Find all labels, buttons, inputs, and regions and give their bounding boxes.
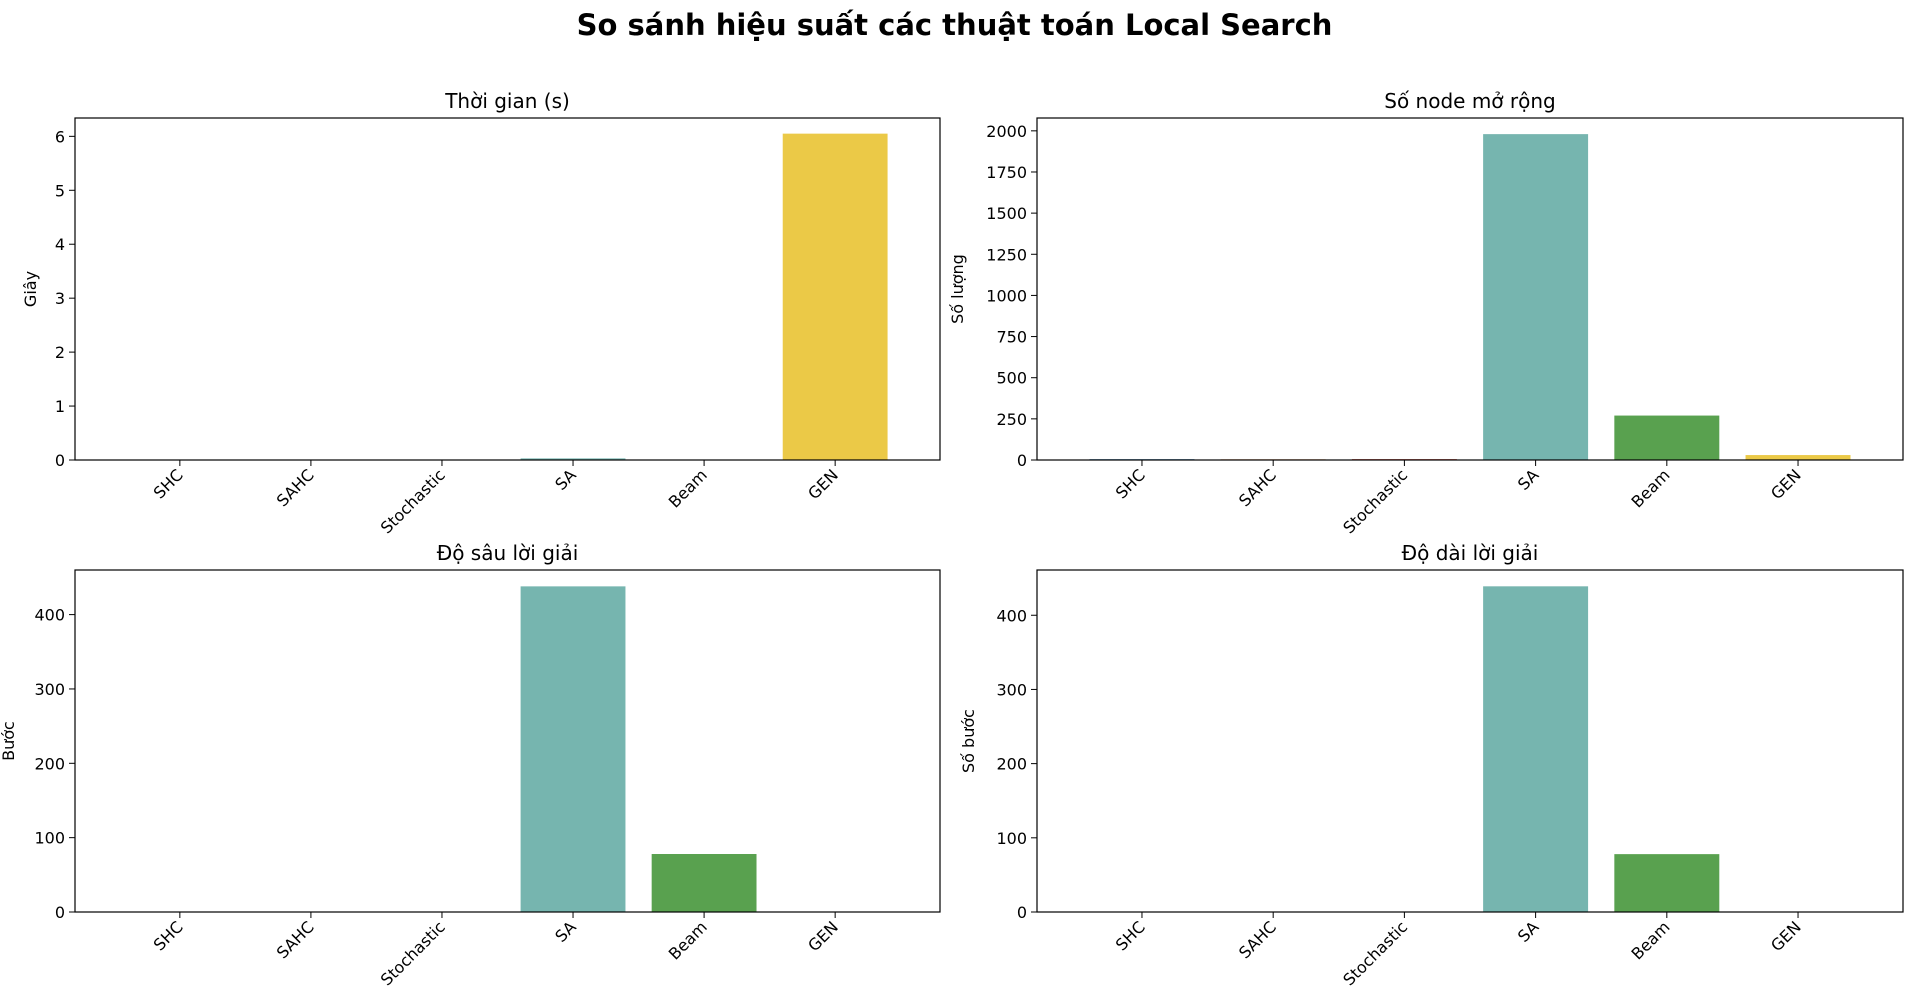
chart-title: Độ sâu lời giải: [437, 541, 579, 565]
chart-panel-2: 0 250 500 750 1000 1250 1500 1750 2000 SHC SAHC Sto…: [948, 89, 1904, 537]
x-tick-label-beam: Beam: [665, 465, 711, 511]
x-tick-label-sahc: SAHC: [273, 917, 318, 962]
x-tick-label-sahc: SAHC: [1235, 465, 1280, 510]
figure-title: So sánh hiệu suất các thuật toán Local S…: [576, 8, 1333, 42]
x-tick-label-sa: SA: [551, 465, 580, 494]
chart-panel-3: 0 100 200 300 400 SHC SAHC Stochastic SA Beam GEN Đ…: [0, 541, 941, 989]
y-tick-label: 0: [1017, 903, 1027, 922]
axes-frame: [1036, 117, 1904, 461]
bar-sa: [1483, 134, 1589, 460]
axes-frame: [1036, 569, 1904, 913]
y-axis-label: Số bước: [959, 709, 978, 773]
chart-title: Thời gian (s): [444, 89, 570, 113]
y-tick-label: 750: [996, 328, 1027, 347]
axes-frame: [74, 569, 941, 913]
chart-title: Độ dài lời giải: [1402, 541, 1539, 565]
x-tick-label-shc: SHC: [1112, 465, 1149, 502]
bar-beam: [1614, 415, 1720, 460]
y-tick-label: 1: [55, 397, 65, 416]
y-tick-label: 100: [34, 829, 65, 848]
y-tick-label: 300: [34, 680, 65, 699]
y-tick-label: 2000: [986, 122, 1027, 141]
x-tick-label-sahc: SAHC: [273, 465, 318, 510]
bar-sa: [520, 458, 626, 460]
x-tick-label-sahc: SAHC: [1235, 917, 1280, 962]
y-tick-label: 5: [55, 181, 65, 200]
y-tick-label: 0: [55, 451, 65, 470]
y-tick-label: 0: [1017, 451, 1027, 470]
x-tick-label-gen: GEN: [804, 465, 842, 503]
bar-gen: [782, 133, 888, 460]
y-tick-label: 1000: [986, 286, 1027, 305]
y-tick-label: 500: [996, 369, 1027, 388]
x-tick-label-gen: GEN: [1767, 917, 1805, 955]
y-tick-label: 2: [55, 343, 65, 362]
y-tick-label: 4: [55, 235, 65, 254]
y-tick-label: 250: [996, 410, 1027, 429]
chart-panel-4: 0 100 200 300 400 SHC SAHC Stochastic SA Beam GEN Đ…: [959, 541, 1904, 989]
x-tick-label-sa: SA: [1514, 465, 1543, 494]
x-tick-label-beam: Beam: [1628, 917, 1674, 963]
y-tick-label: 1500: [986, 204, 1027, 223]
bar-beam: [1614, 854, 1720, 912]
y-tick-label: 200: [996, 755, 1027, 774]
x-tick-label-sa: SA: [1514, 917, 1543, 946]
bar-sa: [520, 586, 626, 912]
chart-panel-1: 0 1 2 3 4 5 6 SHC SAHC Stochastic SA Beam GEN Thời gi…: [21, 89, 941, 537]
y-tick-label: 1250: [986, 245, 1027, 264]
x-tick-label-shc: SHC: [150, 465, 187, 502]
bar-beam: [651, 854, 757, 912]
y-tick-label: 400: [34, 606, 65, 625]
x-tick-label-stochastic: Stochastic: [377, 917, 449, 989]
bar-gen: [1745, 455, 1851, 460]
x-tick-label-beam: Beam: [665, 917, 711, 963]
y-tick-label: 300: [996, 680, 1027, 699]
x-tick-label-stochastic: Stochastic: [1339, 917, 1411, 989]
y-axis-label: Số lượng: [948, 254, 967, 324]
x-tick-label-beam: Beam: [1628, 465, 1674, 511]
y-axis-label: Bước: [0, 721, 18, 761]
chart-title: Số node mở rộng: [1384, 89, 1555, 113]
y-tick-label: 3: [55, 289, 65, 308]
x-tick-label-sa: SA: [551, 917, 580, 946]
y-tick-label: 1750: [986, 163, 1027, 182]
x-tick-label-shc: SHC: [1112, 917, 1149, 954]
x-tick-label-gen: GEN: [1767, 465, 1805, 503]
x-tick-label-shc: SHC: [150, 917, 187, 954]
y-tick-label: 200: [34, 754, 65, 773]
y-tick-label: 0: [55, 903, 65, 922]
y-tick-label: 100: [996, 829, 1027, 848]
y-axis-label: Giây: [21, 271, 40, 307]
x-tick-label-gen: GEN: [804, 917, 842, 955]
bar-sa: [1483, 586, 1589, 912]
x-tick-label-stochastic: Stochastic: [1339, 465, 1411, 537]
y-tick-label: 6: [55, 127, 65, 146]
y-tick-label: 400: [996, 606, 1027, 625]
x-tick-label-stochastic: Stochastic: [377, 465, 449, 537]
axes-frame: [74, 117, 941, 461]
